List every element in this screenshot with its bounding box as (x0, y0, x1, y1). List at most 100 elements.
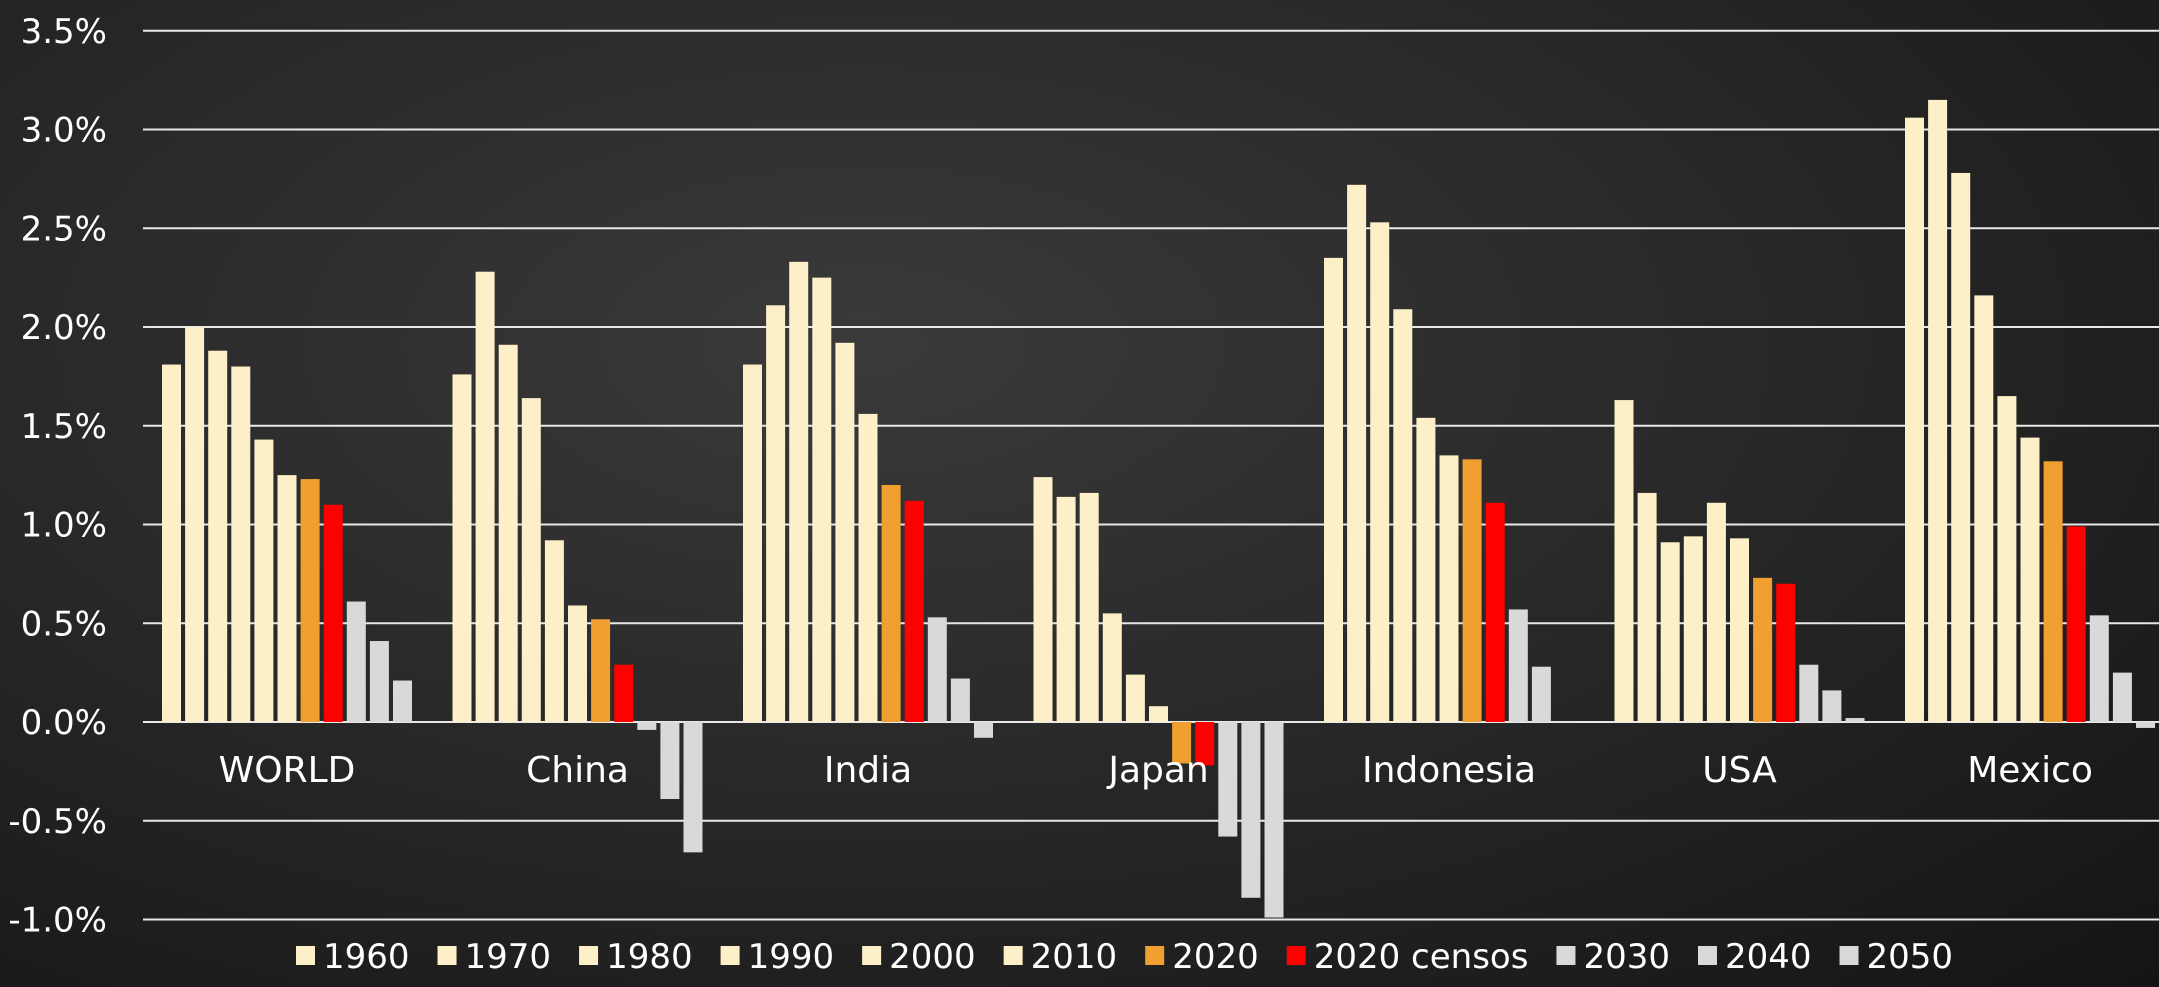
bars (162, 99, 2155, 918)
bar-mexico-1960 (1905, 117, 1924, 722)
bar-usa-2030 (1799, 664, 1819, 722)
legend-swatch (437, 946, 457, 965)
bar-china-2010 (568, 605, 587, 722)
legend-label: 2040 (1725, 937, 1812, 977)
legend-label: 1970 (465, 937, 552, 977)
legend-swatch (1286, 946, 1306, 965)
category-label: Indonesia (1362, 750, 1536, 791)
legend-label: 2000 (889, 937, 976, 977)
y-axis-tick-labels: 3.5% 3.0% 2.5% 2.0% 1.5% 1.0% 0.5% 0.0% -0.5% -1.… (8, 12, 107, 941)
bar-china-1960 (452, 374, 472, 722)
legend-swatch (720, 946, 740, 965)
legend-swatch (1556, 946, 1576, 965)
bar-world-2000 (254, 439, 274, 722)
legend-label: 1980 (606, 937, 693, 977)
bar-usa-1960 (1614, 400, 1634, 722)
bar-mexico-2050 (2136, 722, 2155, 728)
legend-swatch (1839, 946, 1859, 965)
bar-japan-2000 (1125, 674, 1145, 722)
bar-china-2020 (591, 619, 611, 722)
legend-swatch (296, 946, 315, 965)
bar-indonesia-2020 (1462, 459, 1482, 722)
bar-usa-2020 (1753, 577, 1773, 722)
bar-mexico-2020-censos (2066, 526, 2086, 722)
bar-china-1990 (521, 398, 541, 722)
category-label: Mexico (1967, 750, 2093, 791)
y-tick-label: -1.0% (8, 901, 107, 941)
category-labels: WORLD China India Japan Indonesia USA Mexico (219, 750, 2093, 791)
category-label: USA (1702, 750, 1777, 791)
bar-china-2050 (683, 722, 703, 853)
bar-usa-1990 (1683, 536, 1703, 722)
legend-swatch (579, 946, 599, 965)
y-tick-label: 0.5% (21, 604, 107, 644)
bar-japan-1960 (1033, 477, 1053, 722)
bar-india-2010 (858, 413, 878, 722)
y-tick-label: 3.0% (21, 111, 107, 151)
legend-swatch (1697, 946, 1717, 965)
legend-swatch (1145, 946, 1165, 965)
bar-usa-2040 (1822, 690, 1842, 722)
bar-japan-2040 (1241, 722, 1261, 898)
bar-world-2020 (300, 479, 320, 722)
y-tick-label: 1.5% (21, 407, 107, 447)
category-label: India (824, 750, 912, 791)
bar-india-2050 (974, 722, 993, 738)
bar-india-1980 (789, 261, 809, 722)
bar-indonesia-2000 (1416, 417, 1436, 722)
y-tick-label: 3.5% (21, 12, 107, 52)
bar-china-2030 (637, 722, 657, 730)
bar-china-2020-censos (614, 664, 634, 722)
category-label: Japan (1106, 750, 1208, 791)
bar-usa-2010 (1730, 538, 1749, 722)
bar-indonesia-1970 (1347, 184, 1367, 723)
bar-india-2020 (881, 485, 901, 722)
category-label: WORLD (219, 750, 356, 791)
bar-japan-1970 (1056, 496, 1076, 722)
y-tick-label: 2.0% (21, 308, 107, 348)
bar-world-1970 (185, 327, 205, 722)
bar-japan-1980 (1079, 492, 1099, 722)
bar-usa-2000 (1706, 502, 1726, 722)
legend-swatch (862, 946, 882, 965)
bar-india-2000 (835, 342, 855, 722)
bar-china-1980 (498, 344, 518, 722)
bar-china-2000 (544, 540, 564, 722)
bar-indonesia-2020-censos (1485, 502, 1505, 722)
bar-usa-2050 (1845, 718, 1865, 722)
y-tick-label: 1.0% (21, 506, 107, 546)
bar-world-2020-censos (323, 504, 343, 722)
bar-indonesia-2030 (1508, 609, 1528, 722)
legend: 1960 1970 1980 1990 2000 2010 2020 2020 censos 2… (296, 937, 1953, 977)
bar-indonesia-2050 (1555, 722, 1574, 723)
bar-mexico-2010 (2020, 437, 2040, 722)
bar-japan-2050 (1264, 722, 1284, 918)
legend-label: 2010 (1031, 937, 1118, 977)
bar-world-2010 (277, 475, 297, 722)
category-label: China (526, 750, 629, 791)
y-tick-label: 2.5% (21, 209, 107, 249)
bar-mexico-2030 (2089, 615, 2109, 722)
bar-indonesia-1960 (1324, 257, 1343, 722)
bar-mexico-2040 (2112, 672, 2132, 722)
bar-world-1960 (162, 364, 181, 722)
bar-indonesia-2040 (1531, 666, 1551, 722)
bar-world-2040 (369, 641, 389, 722)
bar-mexico-1990 (1974, 295, 1994, 722)
bar-india-2030 (927, 617, 947, 722)
bar-mexico-1980 (1951, 172, 1971, 722)
legend-label: 2050 (1867, 937, 1954, 977)
bar-china-1970 (475, 271, 495, 722)
bar-indonesia-1980 (1370, 222, 1390, 722)
bar-japan-2030 (1218, 722, 1238, 837)
bar-world-1990 (231, 366, 251, 722)
y-tick-label: -0.5% (8, 802, 107, 842)
bar-india-1960 (743, 364, 762, 722)
bar-world-1980 (208, 350, 228, 722)
bar-mexico-2000 (1997, 396, 2017, 722)
bar-india-2040 (950, 678, 970, 722)
bar-japan-2020 (1172, 722, 1192, 764)
bar-mexico-1970 (1928, 99, 1948, 722)
bar-india-1990 (812, 277, 832, 722)
